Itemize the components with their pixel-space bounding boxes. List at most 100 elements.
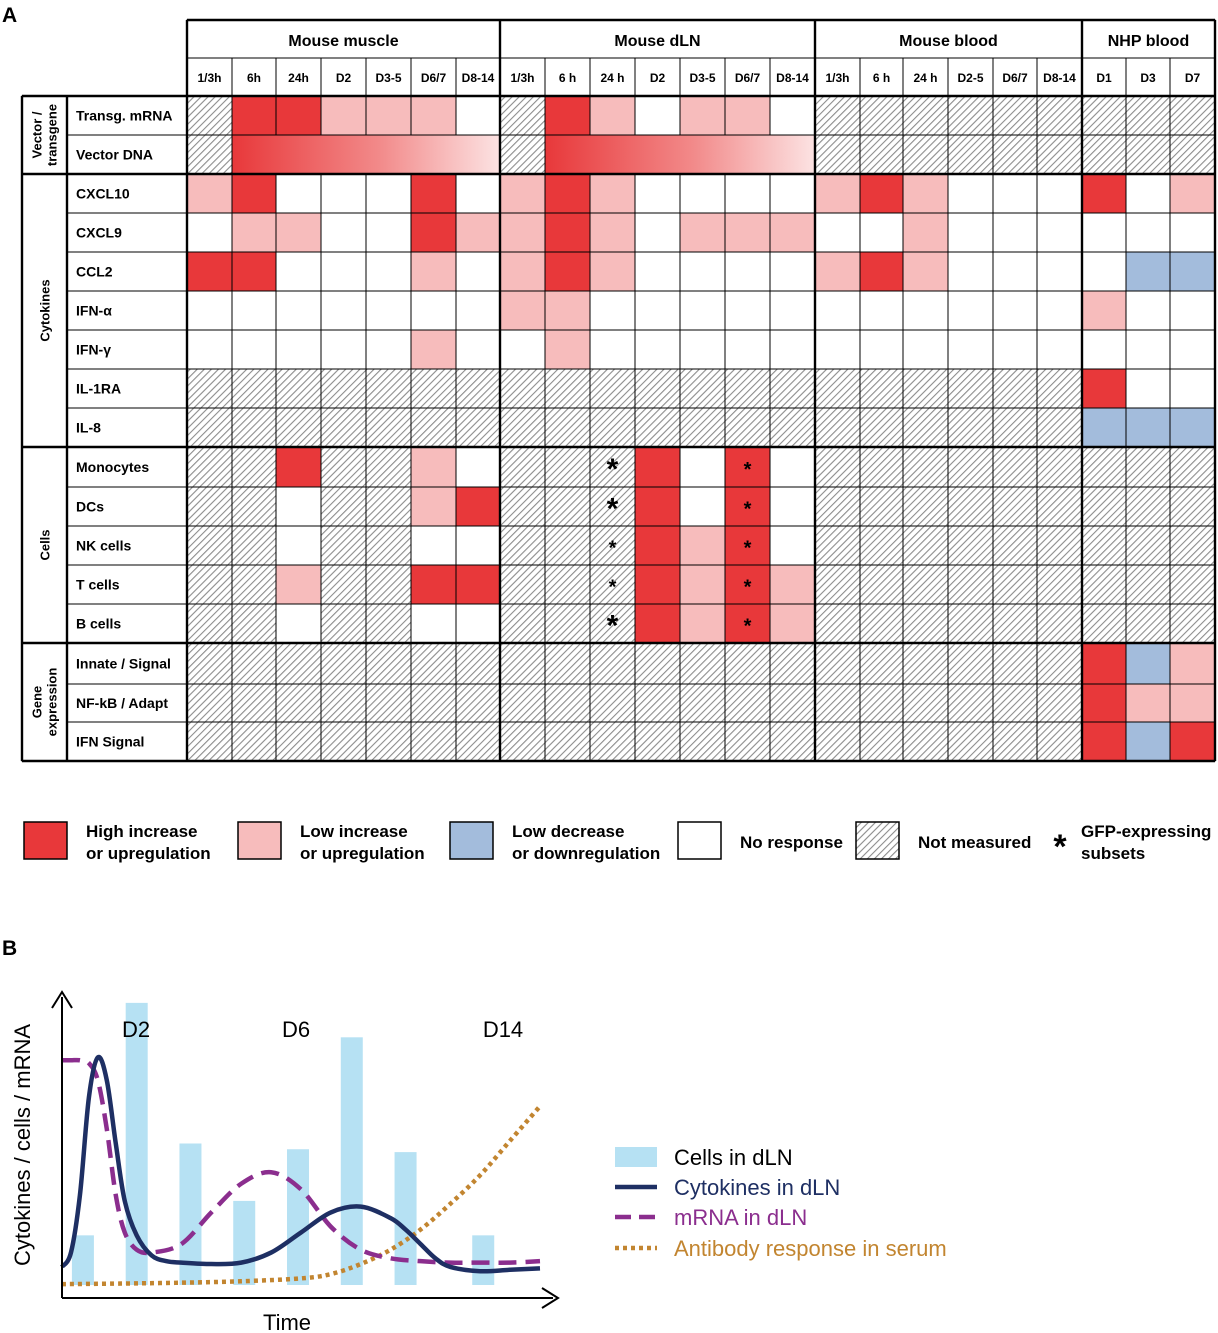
section-label-cell — [21, 95, 68, 175]
grid-cell — [1125, 721, 1171, 762]
grid-cell — [947, 446, 994, 488]
grid-cell — [724, 642, 771, 685]
grid-cell — [365, 525, 412, 566]
vector-dna-gradient-bar — [231, 134, 501, 175]
grid-cell — [992, 525, 1038, 566]
grid-cell — [455, 486, 501, 527]
grid-cell — [902, 368, 949, 409]
grid-cell — [992, 329, 1038, 370]
response-grid: * * * * * * * * * * Mouse muscle 1/3h 6h 24h D2 D3-5 D6/… — [20, 18, 1217, 763]
grid-cell — [231, 173, 277, 214]
grid-cell — [947, 212, 994, 253]
grid-cell — [589, 368, 636, 409]
grid-cell — [814, 173, 861, 214]
grid-cell — [186, 173, 233, 214]
time-header-label: D2-5 — [957, 71, 983, 85]
grid-cell — [724, 290, 771, 331]
grid-cell — [231, 95, 277, 136]
grid-cell — [455, 251, 501, 292]
grid-cell — [679, 212, 726, 253]
day-label: D2 — [122, 1017, 150, 1042]
grid-cell — [859, 642, 904, 685]
row-label: CXCL9 — [76, 225, 122, 241]
grid-cell — [1081, 683, 1127, 723]
grid-cell — [499, 173, 546, 214]
grid-cell — [724, 603, 771, 644]
grid-cell — [724, 525, 771, 566]
time-header — [1125, 57, 1171, 97]
grid-cell — [724, 212, 771, 253]
grid-cell — [814, 486, 861, 527]
grid-cell — [275, 564, 322, 605]
grid-cell — [634, 721, 681, 762]
grid-cell — [320, 407, 367, 448]
grid-cell — [1081, 251, 1127, 292]
grid-cell — [455, 212, 501, 253]
grid-cell — [1169, 212, 1216, 253]
grid-cell — [992, 95, 1038, 136]
row-label: Innate / Signal — [76, 656, 171, 672]
grid-cell — [947, 368, 994, 409]
legend-label: High increase — [86, 822, 198, 841]
grid-cell — [1169, 642, 1216, 685]
grid-cell — [320, 290, 367, 331]
grid-cell — [769, 525, 816, 566]
grid-cell — [769, 407, 816, 448]
grid-cell — [365, 368, 412, 409]
grid-cell — [186, 683, 233, 723]
row-label-cell — [66, 329, 188, 370]
grid-cell — [769, 564, 816, 605]
time-header-label: D2 — [650, 71, 666, 85]
grid-cell — [902, 564, 949, 605]
grid-cell — [1169, 525, 1216, 566]
cells-bar — [179, 1143, 202, 1285]
grid-cell — [365, 173, 412, 214]
grid-cell — [231, 446, 277, 488]
grid-cell — [410, 525, 457, 566]
cells-bar — [233, 1200, 256, 1285]
grid-cell — [320, 446, 367, 488]
grid-cell — [365, 683, 412, 723]
day-label: D6 — [282, 1017, 310, 1042]
chart-panel-b: D2 D6 D14 Time Cytokines / cells / mRNA — [10, 990, 560, 1333]
grid-cell — [455, 683, 501, 723]
legend-panel-a: High increase or upregulation Low increase… — [23, 821, 1211, 866]
grid-cell — [455, 525, 501, 566]
time-header-label: 24 h — [913, 71, 937, 85]
group-header-label: NHP blood — [1108, 33, 1189, 50]
time-header-label: 6 h — [559, 71, 576, 85]
grid-cell — [320, 251, 367, 292]
grid-cell — [186, 290, 233, 331]
grid-cell — [1169, 446, 1216, 488]
grid-cell — [544, 290, 591, 331]
grid-cell — [814, 564, 861, 605]
grid-cell — [679, 290, 726, 331]
grid-cell — [947, 721, 994, 762]
grid-cell — [679, 603, 726, 644]
time-header-label: D6/7 — [1002, 71, 1028, 85]
grid-cell — [544, 329, 591, 370]
section-label: Vector /transgene — [30, 104, 60, 166]
grid-cell — [902, 251, 949, 292]
grid-cell — [947, 603, 994, 644]
row-label: NK cells — [76, 538, 131, 554]
grid-cell — [589, 95, 636, 136]
grid-cell — [992, 642, 1038, 685]
cells-bar — [287, 1149, 310, 1285]
grid-cell — [992, 721, 1038, 762]
grid-cell — [410, 683, 457, 723]
time-header-label: D1 — [1096, 71, 1112, 85]
grid-cell — [186, 603, 233, 644]
grid-cell — [634, 212, 681, 253]
grid-cell — [859, 251, 904, 292]
grid-cell — [902, 446, 949, 488]
grid-cell — [231, 486, 277, 527]
grid-cell — [1081, 446, 1127, 488]
time-header — [947, 57, 994, 97]
grid-cell — [947, 525, 994, 566]
legend-label: No response — [740, 833, 843, 852]
time-header — [365, 57, 412, 97]
grid-cell — [455, 368, 501, 409]
time-header-label: D3-5 — [375, 71, 401, 85]
row-label-cell — [66, 368, 188, 409]
